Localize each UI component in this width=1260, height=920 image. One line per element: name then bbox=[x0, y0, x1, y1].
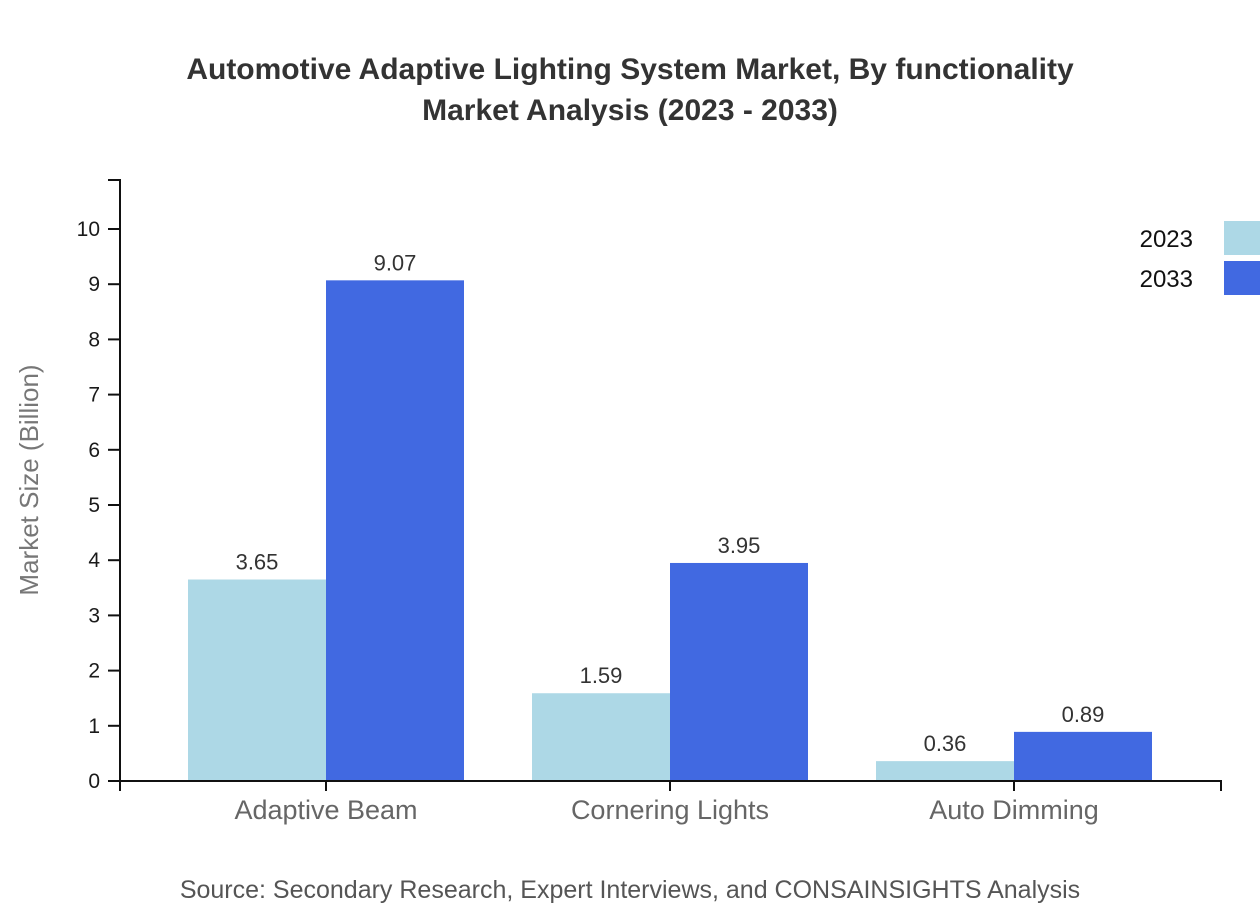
legend-swatch-2033 bbox=[1224, 261, 1260, 295]
y-tick-label-3: 3 bbox=[88, 604, 100, 627]
legend-label-2023: 2023 bbox=[1140, 226, 1193, 253]
legend-swatch-2023 bbox=[1224, 221, 1260, 255]
y-tick-label-9: 9 bbox=[88, 273, 100, 296]
value-label-2033-cornering-lights: 3.95 bbox=[718, 533, 761, 558]
x-axis-line bbox=[120, 780, 1222, 791]
y-tick-label-8: 8 bbox=[88, 328, 100, 351]
y-tick-label-6: 6 bbox=[88, 439, 100, 462]
bar-2033-cornering-lights bbox=[670, 562, 808, 781]
y-tick-label-0: 0 bbox=[88, 770, 100, 793]
value-label-2033-adaptive-beam: 9.07 bbox=[374, 250, 417, 275]
value-label-2023-auto-dimming: 0.36 bbox=[924, 731, 967, 756]
category-label-adaptive-beam: Adaptive Beam bbox=[234, 795, 417, 825]
bar-2023-auto-dimming bbox=[876, 761, 1014, 781]
value-label-2023-cornering-lights: 1.59 bbox=[580, 663, 623, 688]
y-tick-label-5: 5 bbox=[88, 494, 100, 517]
chart-title-line2: Market Analysis (2023 - 2033) bbox=[422, 94, 838, 127]
category-label-cornering-lights: Cornering Lights bbox=[571, 795, 769, 825]
y-tick-label-7: 7 bbox=[88, 384, 100, 407]
value-label-2033-auto-dimming: 0.89 bbox=[1062, 702, 1105, 727]
axes-layer: 0 1 2 3 4 5 6 7 8 9 10 Adaptive Beam Cornering Light… bbox=[77, 179, 1222, 825]
y-axis-title: Market Size (Billion) bbox=[14, 364, 44, 595]
value-label-2023-adaptive-beam: 3.65 bbox=[236, 550, 279, 575]
bar-2023-cornering-lights bbox=[532, 693, 670, 781]
bar-2023-adaptive-beam bbox=[188, 579, 326, 781]
y-tick-label-10: 10 bbox=[77, 218, 100, 241]
source-note: Source: Secondary Research, Expert Inter… bbox=[179, 876, 1081, 904]
legend: 2023 2033 bbox=[1140, 221, 1260, 295]
chart-title-line1: Automotive Adaptive Lighting System Mark… bbox=[186, 53, 1074, 86]
legend-label-2033: 2033 bbox=[1140, 266, 1193, 293]
y-tick-label-4: 4 bbox=[88, 549, 100, 572]
y-axis-line bbox=[108, 179, 121, 791]
y-tick-label-1: 1 bbox=[88, 715, 100, 738]
bars-layer: 3.65 9.07 1.59 3.95 0.36 0.89 bbox=[188, 250, 1152, 781]
category-label-auto-dimming: Auto Dimming bbox=[929, 795, 1099, 825]
y-tick-label-2: 2 bbox=[88, 660, 100, 683]
bar-2033-auto-dimming bbox=[1014, 731, 1152, 781]
bar-2033-adaptive-beam bbox=[326, 280, 464, 781]
chart-title: Automotive Adaptive Lighting System Mark… bbox=[0, 49, 1260, 131]
